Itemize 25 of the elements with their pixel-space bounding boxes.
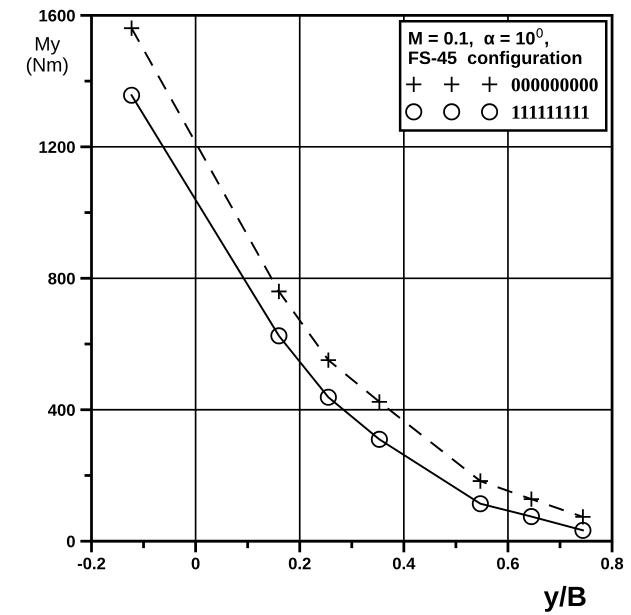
y-axis-title: My (Nm)	[26, 37, 68, 76]
x-tick-label: 0.6	[497, 558, 519, 570]
y-tick-label: 1600	[40, 10, 75, 22]
legend-label: 000000000	[512, 78, 598, 92]
point	[574, 522, 592, 539]
y-tick-label: 1200	[40, 141, 75, 154]
x-tick-label: 0.2	[288, 558, 311, 570]
point	[522, 508, 540, 526]
y-tick-label: 0	[66, 536, 75, 548]
y-tick-label: 800	[48, 272, 75, 284]
x-axis-title: y/B	[544, 586, 586, 612]
point	[370, 393, 388, 410]
point	[270, 327, 288, 344]
point	[320, 388, 337, 406]
x-tick-label: 0	[192, 558, 200, 570]
x-tick-label: -0.2	[78, 558, 106, 570]
legend-label: 111111111	[512, 106, 589, 119]
x-tick-label: 0.8	[601, 558, 624, 570]
point	[370, 430, 388, 448]
x-tick-label: 0.4	[392, 558, 416, 570]
point	[472, 495, 489, 512]
point	[123, 20, 140, 37]
y-tick-label: 400	[48, 404, 75, 416]
legend-title: M = 0.1, α = 10$^{0}$, FS-45 configuration	[409, 28, 582, 68]
point	[123, 86, 140, 104]
